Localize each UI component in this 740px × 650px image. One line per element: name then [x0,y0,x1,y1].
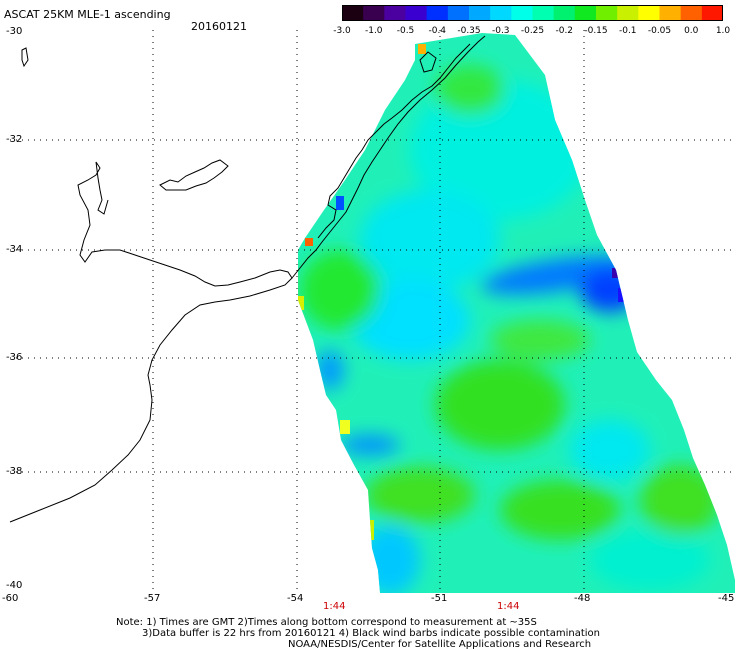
colorbar-segment [532,5,555,21]
colorbar-tick-label: -0.1 [618,26,637,36]
colorbar-segment [490,5,512,21]
lon-label-51: -51 [431,593,448,604]
colorbar-segment [384,5,406,21]
colorbar-tick-label: -0.35 [457,26,481,36]
colorbar-segment [469,5,491,21]
lon-label-45: -45 [718,593,735,604]
colorbar-segment [342,5,364,21]
colorbar-tick-label: -0.2 [555,26,574,36]
colorbar-tick-label: -0.15 [584,26,608,36]
time-label-right: 1:44 [497,601,520,612]
colorbar-segment [659,5,682,21]
lat-label-34: -34 [6,244,23,255]
colorbar-segment [553,5,576,21]
colorbar-segment [596,5,618,21]
colorbar-segment [405,5,428,21]
colorbar-tick-label: -0.4 [428,26,447,36]
colorbar-tick-label: -0.05 [647,26,672,36]
scatterometer-swath [298,33,735,593]
colorbar-segment [617,5,639,21]
colorbar-segment [511,5,533,21]
lat-label-30: -30 [6,26,23,37]
lon-label-54: -54 [287,593,304,604]
colorbar-tick-label: -0.3 [491,26,510,36]
lon-label-60: -60 [2,593,19,604]
footer-note-line-2: 3)Data buffer is 22 hrs from 20160121 4)… [142,628,600,639]
footer-credit: NOAA/NESDIS/Center for Satellite Applica… [288,639,592,650]
lat-label-32: -32 [6,134,23,145]
colorbar-segment [680,5,703,21]
colorbar-segment [638,5,660,21]
colorbar-tick-label: -3.0 [333,26,351,36]
colorbar-tick-label: 0.0 [684,26,699,36]
lat-label-36: -36 [6,352,23,363]
colorbar [342,5,723,21]
coastline [9,35,486,523]
colorbar-segment [426,5,449,21]
product-title: ASCAT 25KM MLE-1 ascending [4,8,171,21]
lon-label-57: -57 [144,593,161,604]
footer-note-line-1: Note: 1) Times are GMT 2)Times along bot… [116,617,537,628]
lon-label-48: -48 [574,593,591,604]
lat-label-38: -38 [6,466,23,477]
colorbar-segment [701,5,723,21]
colorbar-tick-label: -0.25 [520,26,545,36]
time-label-left: 1:44 [323,601,346,612]
colorbar-tick-label: 1.0 [715,26,731,36]
lat-label-40: -40 [6,580,23,591]
colorbar-segment [363,5,385,21]
graticule [10,30,735,590]
product-date: 20160121 [191,20,247,33]
colorbar-tick-label: -1.0 [364,26,383,36]
colorbar-segment [447,5,470,21]
colorbar-tick-label: -0.5 [396,26,415,36]
colorbar-segment [574,5,597,21]
